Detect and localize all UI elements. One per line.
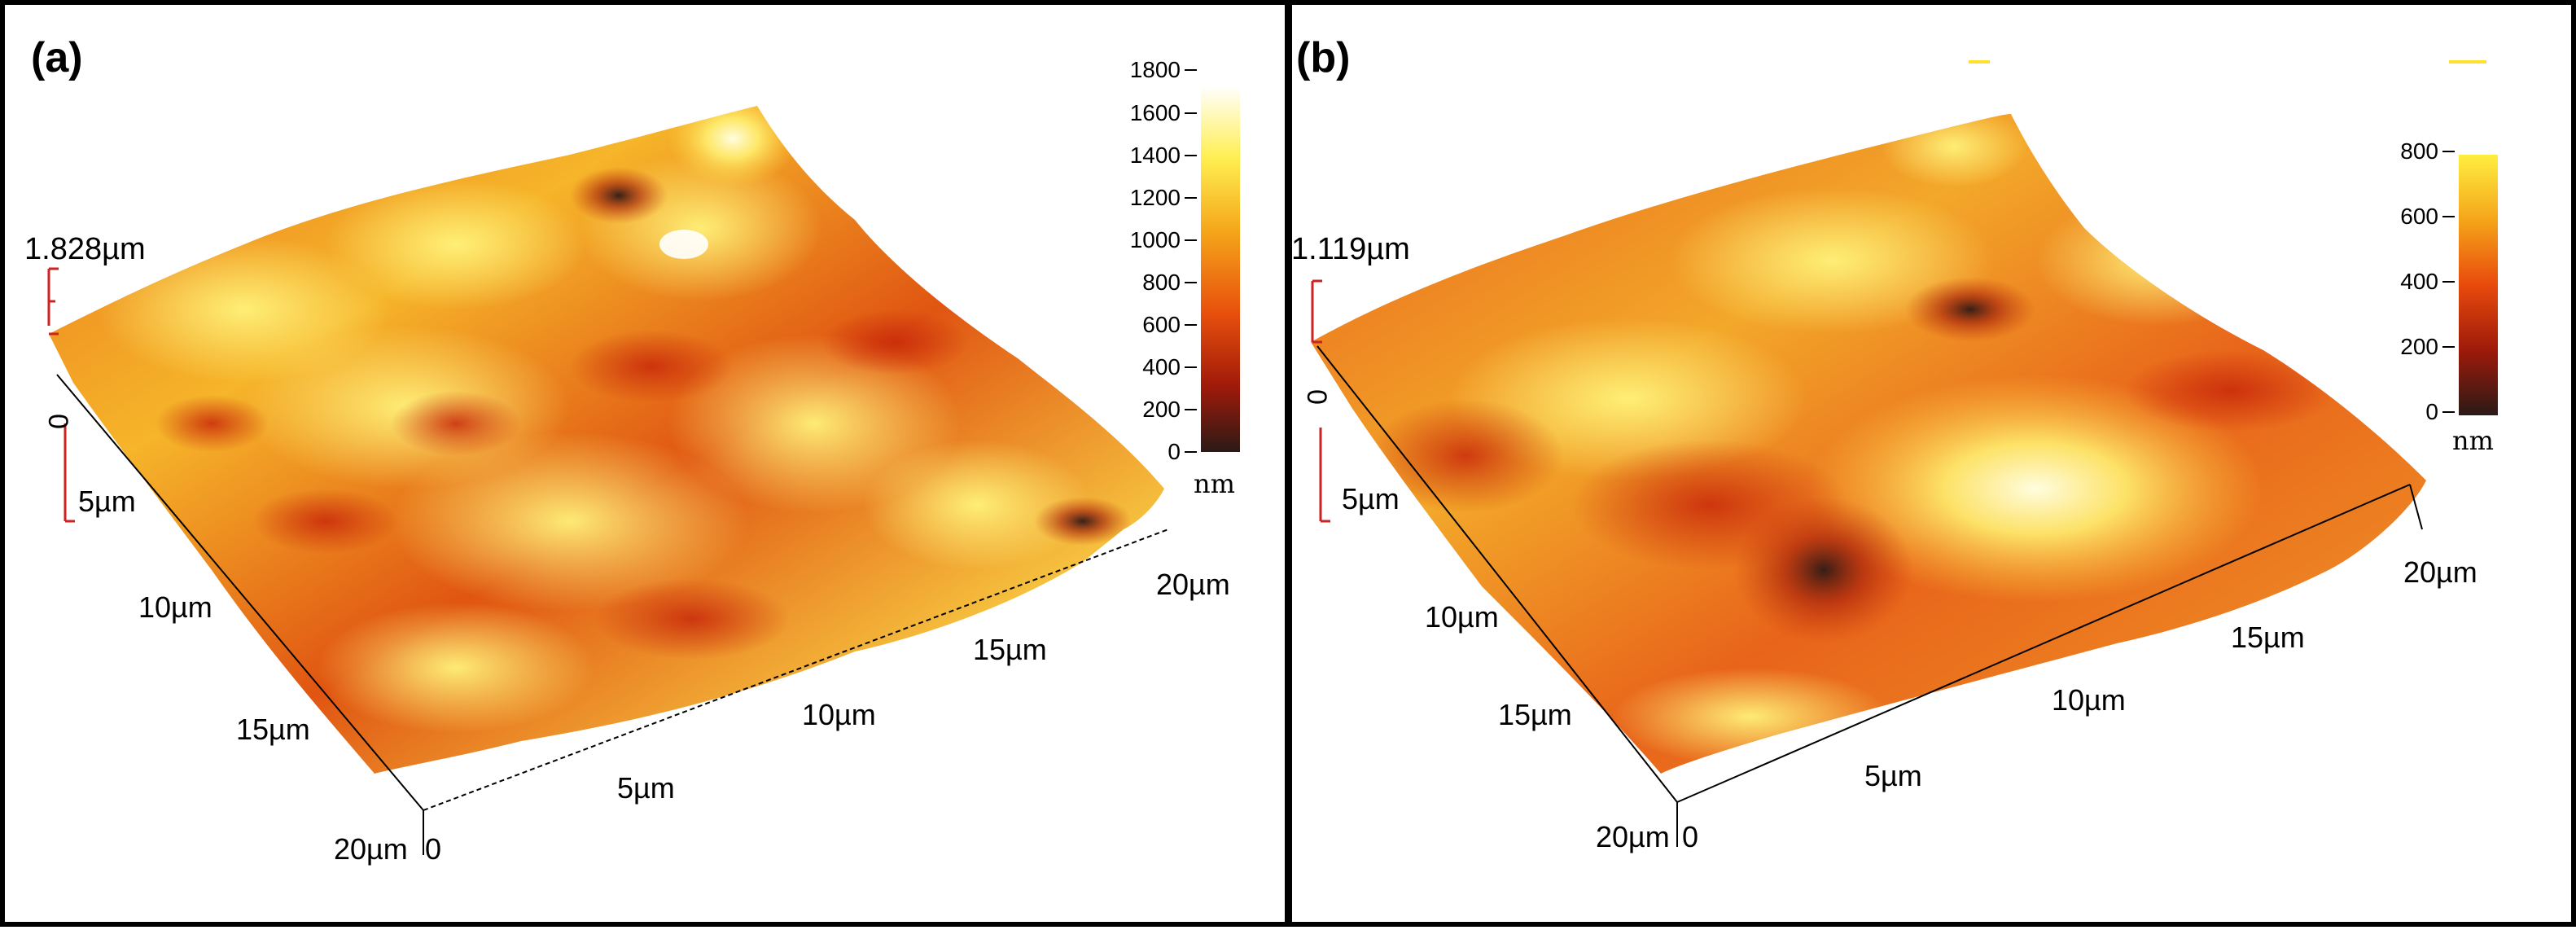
panel-a-corner-zero: 0: [425, 832, 441, 866]
panel-a-colorbar: 1800 1600 1400 1200 1000 800 600 400 200…: [1130, 57, 1240, 499]
panel-b-cbar-tick: 600: [2400, 204, 2438, 229]
panel-a-cbar-tick: 800: [1142, 270, 1181, 295]
panel-a-cbar-tick: 1800: [1130, 57, 1181, 82]
panel-b-y-tick-5: 5µm: [1342, 482, 1400, 515]
panel-b-marker: [1969, 60, 1990, 64]
panel-a-colorbar-gradient: [1201, 86, 1240, 452]
panel-b-y-tick-15: 15µm: [1498, 698, 1572, 731]
panel-b-y-axis: [1316, 345, 1678, 803]
panel-a-y-tick-20: 20µm: [334, 832, 408, 866]
panel-b-marker: [2449, 60, 2486, 64]
panel-b-x-axis: [1676, 484, 2411, 803]
panel-a-z-zero: 0: [42, 414, 73, 429]
panel-a-cbar-tick: 1400: [1130, 143, 1181, 168]
panel-b-colorbar-unit: nm: [2452, 425, 2494, 456]
panel-b-x-tick-5: 5µm: [1864, 759, 1922, 792]
panel-b-z-max: 1.119µm: [1291, 232, 1410, 266]
panel-a-x-tick-20: 20µm: [1156, 568, 1230, 601]
panel-b-axes: [1316, 345, 2423, 847]
panel-a-y-tick-10: 10µm: [138, 590, 212, 624]
panel-b-colorbar: 800 600 400 200 0 nm: [2400, 138, 2498, 456]
panel-b-cbar-tick: 0: [2425, 399, 2438, 424]
panel-a-axes: [56, 374, 1169, 855]
panel-a-y-tick-5: 5µm: [78, 485, 136, 518]
panel-b-x-tick-10: 10µm: [2052, 683, 2126, 717]
panel-b-x-end: [2409, 484, 2423, 530]
panel-b-x-tick-20: 20µm: [2403, 555, 2477, 589]
panel-a-cbar-tick: 1200: [1130, 185, 1181, 210]
panel-b-z-zero: 0: [1301, 389, 1332, 405]
panel-b-colorbar-gradient: [2459, 155, 2498, 415]
panel-b-cbar-tick: 200: [2400, 334, 2438, 359]
panel-a-label: (a): [31, 34, 83, 81]
panel-a-z-axis: [47, 267, 75, 523]
panel-b-x-tick-15: 15µm: [2231, 621, 2305, 654]
panel-b-z-axis: [1311, 279, 1330, 523]
panel-a-cbar-tick: 600: [1142, 312, 1181, 337]
panel-a-x-tick-5: 5µm: [617, 771, 675, 805]
panel-b-cbar-tick: 800: [2400, 138, 2438, 164]
panel-a-cbar-tick: 1600: [1130, 100, 1181, 125]
panel-a-cbar-tick: 200: [1142, 397, 1181, 422]
panel-a-cbar-tick: 1000: [1130, 227, 1181, 252]
panel-b-label: (b): [1296, 34, 1350, 81]
panel-b: (b) 1.119µm: [1287, 0, 2576, 927]
panel-a-x-axis: [423, 529, 1169, 811]
panel-b-corner-zero: 0: [1682, 820, 1698, 853]
panel-a-x-tick-10: 10µm: [802, 698, 876, 731]
panel-b-y-tick-20: 20µm: [1596, 820, 1670, 853]
panel-a-y-tick-15: 15µm: [236, 713, 310, 746]
panel-a-y-axis: [56, 374, 424, 811]
panel-b-cbar-tick: 400: [2400, 269, 2438, 294]
panel-a-z-max: 1.828µm: [24, 232, 146, 266]
panel-a-x-tick-15: 15µm: [973, 633, 1047, 666]
panel-a-colorbar-unit: nm: [1194, 468, 1235, 499]
panel-b-y-tick-10: 10µm: [1425, 600, 1499, 634]
panel-a: (a): [0, 0, 1290, 927]
panel-a-cbar-tick: 0: [1168, 439, 1181, 464]
panel-a-cbar-tick: 400: [1142, 354, 1181, 379]
